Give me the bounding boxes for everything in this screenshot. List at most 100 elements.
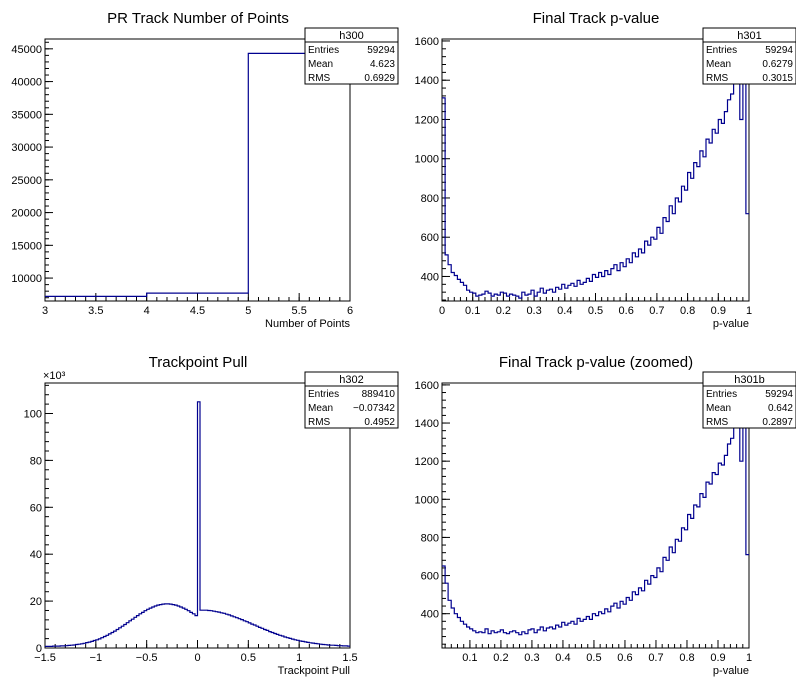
x-tick-label: 0.5 — [586, 652, 601, 664]
x-tick-label: −1.5 — [34, 652, 56, 664]
x-tick-label: 0.8 — [680, 305, 695, 317]
y-tick-label: 35000 — [11, 109, 42, 121]
stats-key: Mean — [706, 59, 731, 70]
stats-key: Entries — [308, 389, 339, 400]
x-tick-label: 0.9 — [710, 652, 725, 664]
x-tick-label: −0.5 — [136, 652, 158, 664]
x-tick-label: 0.2 — [496, 305, 511, 317]
stats-key: Mean — [706, 403, 731, 414]
y-tick-label: 45000 — [11, 44, 42, 56]
y-tick-label: 1600 — [415, 36, 439, 48]
histogram-series — [45, 401, 350, 647]
y-tick-label: 20000 — [11, 208, 42, 220]
plot-title: Final Track p-value — [533, 10, 660, 27]
stats-name: h300 — [339, 30, 363, 42]
stats-value: 0.642 — [768, 403, 793, 414]
x-tick-label: 5.5 — [292, 305, 307, 317]
x-tick-label: 3.5 — [88, 305, 103, 317]
x-tick-label: 0.7 — [648, 652, 663, 664]
histogram-series — [442, 38, 749, 299]
stats-value: 0.2897 — [762, 417, 793, 428]
y-tick-label: 1400 — [415, 418, 439, 430]
stats-key: Mean — [308, 403, 333, 414]
x-tick-label: 0.5 — [588, 305, 603, 317]
y-tick-label: 1600 — [415, 380, 439, 392]
x-tick-label: 0.6 — [619, 305, 634, 317]
stats-value: 0.6279 — [762, 59, 793, 70]
x-tick-label: 0.9 — [711, 305, 726, 317]
stats-name: h302 — [339, 374, 363, 386]
x-axis-label: p-value — [713, 665, 749, 677]
plot-title: Final Track p-value (zoomed) — [499, 354, 693, 371]
y-tick-label: 60 — [30, 502, 42, 514]
stats-value: 889410 — [362, 389, 396, 400]
y-tick-label: 400 — [421, 609, 439, 621]
y-tick-label: 40000 — [11, 77, 42, 89]
x-tick-label: 1 — [746, 652, 752, 664]
stats-key: RMS — [308, 73, 331, 84]
x-tick-label: 0.6 — [617, 652, 632, 664]
stats-key: Mean — [308, 59, 333, 70]
x-tick-label: 0.2 — [493, 652, 508, 664]
y-tick-label: 20 — [30, 596, 42, 608]
y-tick-label: 10000 — [11, 273, 42, 285]
plot-title: Trackpoint Pull — [149, 354, 248, 371]
stats-value: −0.07342 — [353, 403, 395, 414]
panel-final-pvalue-zoomed: Final Track p-value (zoomed) 0.1 0.2 0.3 0.4… — [415, 354, 796, 677]
stats-key: Entries — [706, 389, 737, 400]
y-tick-label: 80 — [30, 455, 42, 467]
y-tick-label: 600 — [421, 232, 439, 244]
panel-final-pvalue: Final Track p-value 0 0.1 0.2 0.3 0.4 0.5 0.6 0.… — [415, 10, 796, 330]
stats-key: Entries — [308, 45, 339, 56]
x-tick-label: −1 — [90, 652, 103, 664]
y-tick-label: 100 — [24, 408, 42, 420]
x-tick-label: 1.5 — [342, 652, 357, 664]
y-tick-label: 1000 — [415, 494, 439, 506]
x-tick-label: 5 — [245, 305, 251, 317]
x-axis-label: Trackpoint Pull — [278, 665, 350, 677]
x-tick-label: 0.3 — [524, 652, 539, 664]
x-tick-label: 0.5 — [241, 652, 256, 664]
x-tick-label: 0.1 — [465, 305, 480, 317]
x-tick-label: 1 — [296, 652, 302, 664]
y-tick-label: 1400 — [415, 75, 439, 87]
x-tick-label: 4 — [144, 305, 150, 317]
y-tick-label: 40 — [30, 549, 42, 561]
stats-value: 0.4952 — [364, 417, 395, 428]
x-tick-label: 3 — [42, 305, 48, 317]
x-axis-label: Number of Points — [265, 318, 350, 330]
y-tick-label: 1200 — [415, 456, 439, 468]
plot-frame — [441, 382, 750, 649]
x-tick-label: 0.4 — [557, 305, 572, 317]
stats-name: h301b — [734, 374, 765, 386]
x-tick-label: 1 — [746, 305, 752, 317]
y-tick-label: 600 — [421, 571, 439, 583]
x-tick-label: 0 — [439, 305, 445, 317]
stats-value: 0.3015 — [762, 73, 793, 84]
stats-box — [702, 27, 796, 85]
stats-name: h301 — [737, 30, 761, 42]
plot-title: PR Track Number of Points — [107, 10, 289, 27]
y-tick-label: 1000 — [415, 154, 439, 166]
stats-value: 0.6929 — [364, 73, 395, 84]
stats-value: 59294 — [765, 389, 793, 400]
stats-box — [702, 371, 796, 429]
y-tick-label: 400 — [421, 271, 439, 283]
x-tick-label: 0 — [194, 652, 200, 664]
stats-key: RMS — [308, 417, 331, 428]
y-tick-label: 25000 — [11, 175, 42, 187]
y-tick-label: 800 — [421, 193, 439, 205]
y-tick-label: 0 — [36, 643, 42, 655]
stats-box — [304, 27, 399, 85]
x-tick-label: 0.8 — [679, 652, 694, 664]
panel-trackpoint-pull: Trackpoint Pull −1.5 −1 −0.5 0 0.5 1 1.5 0 20 40 60… — [24, 354, 399, 677]
stats-value: 59294 — [765, 45, 793, 56]
histogram-series — [45, 52, 350, 297]
stats-key: RMS — [706, 417, 729, 428]
stats-value: 59294 — [367, 45, 395, 56]
y-tick-label: 30000 — [11, 142, 42, 154]
stats-value: 4.623 — [370, 59, 395, 70]
y-tick-label: 1200 — [415, 114, 439, 126]
x-axis-label: p-value — [713, 318, 749, 330]
